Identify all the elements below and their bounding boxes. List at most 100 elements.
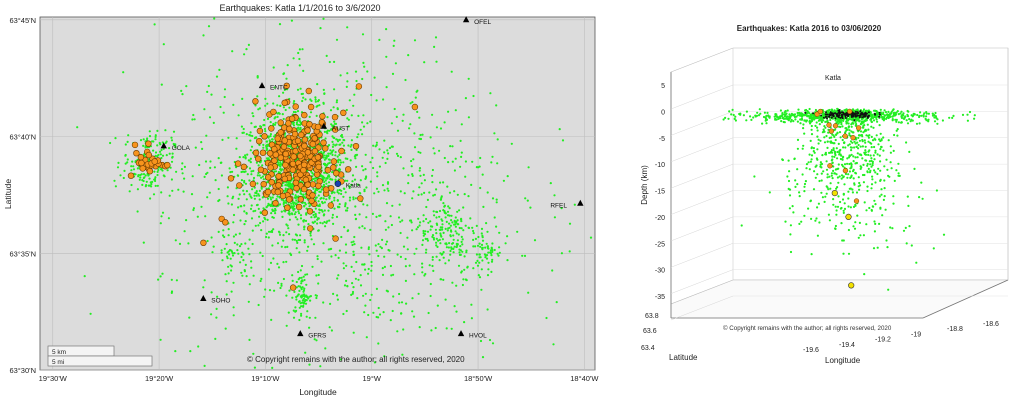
depth-quake-point: [836, 132, 839, 135]
small-quake-point: [259, 251, 262, 254]
depth-quake-point: [858, 139, 861, 142]
small-quake-point: [270, 212, 273, 215]
small-quake-point: [202, 34, 205, 37]
small-quake-point: [279, 165, 282, 168]
small-quake-point: [324, 179, 327, 182]
large-quake-point: [297, 196, 304, 203]
small-quake-point: [139, 176, 142, 179]
small-quake-point: [328, 129, 331, 132]
small-quake-point: [126, 161, 129, 164]
depth-quake-point: [832, 198, 835, 201]
large-quake-point: [314, 154, 322, 161]
small-quake-point: [352, 286, 355, 289]
station-label: SOHO: [211, 298, 230, 305]
depth-quake-point: [734, 119, 737, 122]
small-quake-point: [460, 227, 463, 230]
small-quake-point: [138, 178, 141, 181]
small-quake-point: [312, 213, 315, 217]
small-quake-point: [242, 127, 245, 131]
small-quake-point: [315, 114, 318, 117]
depth-quake-point: [837, 195, 840, 198]
small-quake-point: [353, 178, 357, 181]
small-quake-point: [375, 287, 378, 290]
small-quake-point: [303, 241, 306, 244]
small-quake-point: [321, 200, 324, 204]
small-quake-point: [291, 238, 294, 241]
small-quake-point: [317, 99, 320, 102]
small-quake-point: [271, 366, 274, 369]
depth-surface-point: [839, 116, 842, 119]
depth-quake-point: [817, 202, 820, 205]
small-quake-point: [416, 110, 419, 113]
small-quake-point: [282, 91, 285, 94]
depth-quake-point: [789, 233, 792, 236]
depth-quake-point: [840, 206, 843, 210]
depth-quake-point: [807, 111, 810, 114]
small-quake-point: [340, 235, 343, 239]
small-quake-point: [346, 72, 349, 75]
large-quake-point: [131, 141, 139, 149]
small-quake-point: [348, 99, 351, 102]
small-quake-point: [239, 219, 242, 222]
depth-quake-point: [816, 148, 819, 151]
small-quake-point: [332, 106, 335, 109]
depth-quake-point: [883, 109, 886, 112]
small-quake-point: [331, 135, 334, 138]
small-quake-point: [139, 173, 142, 177]
small-quake-point: [257, 108, 260, 111]
large-quake-point: [340, 109, 347, 117]
depth-quake-point: [847, 205, 850, 208]
depth-quake-point: [864, 141, 867, 144]
depth-quake-point: [870, 142, 873, 145]
small-quake-point: [434, 326, 437, 330]
small-quake-point: [160, 148, 163, 152]
small-quake-point: [375, 141, 378, 144]
depth-large-quake-point: [853, 198, 860, 204]
depth-quake-point: [847, 122, 850, 125]
small-quake-point: [444, 262, 447, 265]
depth-quake-point: [879, 132, 882, 135]
small-quake-point: [465, 249, 468, 252]
small-quake-point: [117, 161, 120, 164]
small-quake-point: [269, 261, 273, 264]
depth-quake-point: [857, 147, 860, 150]
small-quake-point: [282, 72, 285, 76]
depth-quake-point: [810, 154, 814, 157]
small-quake-point: [381, 273, 385, 276]
small-quake-point: [348, 185, 351, 188]
small-quake-point: [408, 127, 411, 130]
depth-quake-point: [803, 190, 806, 193]
small-quake-point: [272, 66, 275, 69]
depth-quake-point: [818, 179, 821, 183]
small-quake-point: [516, 230, 519, 233]
small-quake-point: [149, 197, 152, 200]
large-quake-point: [300, 166, 307, 174]
scale-bar-mi-label: 5 mi: [52, 359, 64, 366]
small-quake-point: [165, 140, 168, 143]
depth-quake-point: [951, 116, 954, 119]
small-quake-point: [495, 198, 498, 201]
depth-quake-point: [814, 219, 817, 222]
small-quake-point: [552, 343, 555, 346]
large-quake-point: [330, 164, 337, 171]
small-quake-point: [228, 167, 231, 170]
small-quake-point: [212, 121, 215, 124]
depth-quake-point: [824, 195, 827, 198]
depth-surface-point: [828, 113, 831, 116]
small-quake-point: [225, 280, 228, 283]
small-quake-point: [423, 179, 426, 182]
depth-x-tick-label: -18.6: [983, 321, 999, 328]
depth-quake-point: [874, 203, 877, 206]
depth-quake-point: [812, 150, 815, 153]
small-quake-point: [478, 276, 482, 279]
small-quake-point: [142, 241, 145, 244]
small-quake-point: [303, 226, 306, 229]
small-quake-point: [278, 112, 281, 115]
small-quake-point: [269, 135, 272, 138]
small-quake-point: [337, 158, 340, 161]
small-quake-point: [322, 154, 326, 157]
depth-quake-point: [850, 162, 853, 165]
small-quake-point: [421, 239, 425, 242]
depth-quake-point: [870, 135, 873, 138]
small-quake-point: [331, 145, 334, 148]
